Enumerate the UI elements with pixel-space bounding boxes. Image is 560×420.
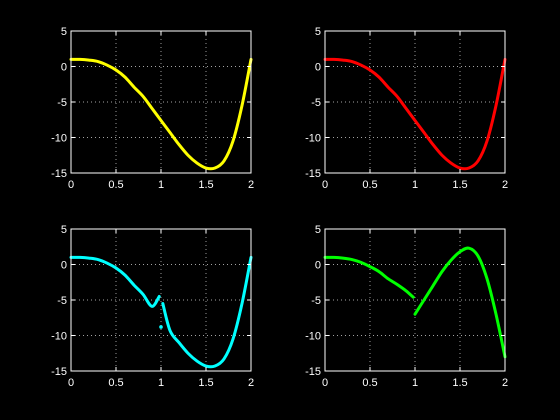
y-tick-label: 5 — [315, 26, 321, 38]
y-tick-label: 0 — [61, 62, 67, 74]
series-line-1 — [69, 57, 253, 171]
x-tick-label: 2 — [248, 377, 254, 389]
series-line-1 — [323, 255, 415, 299]
subplot-4: 0 0.5 1 1.5 2 5 0 -5 -10 -15 — [305, 224, 508, 389]
series-line-2 — [413, 246, 507, 359]
x-tick-label: 0 — [322, 377, 328, 389]
y-tick-label: -5 — [57, 97, 67, 109]
y-tick-label: -15 — [51, 366, 67, 378]
x-tick-label: 0.5 — [108, 179, 123, 191]
x-tick-label: 2 — [248, 179, 254, 191]
x-tick-label: 1.5 — [452, 377, 467, 389]
subplot-2: 0 0.5 1 1.5 2 5 0 -5 -10 -15 — [305, 26, 508, 191]
x-tick-label: 0 — [68, 179, 74, 191]
y-tick-label: -5 — [311, 295, 321, 307]
y-tick-label: 0 — [315, 260, 321, 272]
y-tick-label: -15 — [305, 168, 321, 180]
y-tick-label: 0 — [61, 260, 67, 272]
y-tick-label: 0 — [315, 62, 321, 74]
y-tick-label: -15 — [51, 168, 67, 180]
x-tick-label: 1 — [158, 179, 164, 191]
series-line-3 — [161, 255, 253, 369]
y-tick-label: 5 — [315, 224, 321, 236]
x-tick-label: 1 — [412, 179, 418, 191]
y-tick-label: -5 — [57, 295, 67, 307]
series-line-1 — [323, 57, 507, 171]
x-tick-label: 0 — [68, 377, 74, 389]
subplot-1: 0 0.5 1 1.5 2 5 0 -5 -10 -15 — [51, 26, 254, 191]
x-tick-label: 1.5 — [452, 179, 467, 191]
x-tick-label: 1 — [412, 377, 418, 389]
y-tick-label: -15 — [305, 366, 321, 378]
x-tick-label: 2 — [502, 179, 508, 191]
x-tick-label: 1.5 — [198, 377, 213, 389]
subplot-3: 0 0.5 1 1.5 2 5 0 -5 -10 -15 — [51, 224, 254, 389]
x-tick-label: 0.5 — [108, 377, 123, 389]
x-tick-label: 0.5 — [362, 377, 377, 389]
series-line-1 — [69, 255, 161, 308]
x-tick-label: 1 — [158, 377, 164, 389]
y-tick-label: 5 — [61, 224, 67, 236]
x-tick-label: 2 — [502, 377, 508, 389]
x-tick-label: 1.5 — [198, 179, 213, 191]
series-point — [159, 325, 163, 329]
y-tick-label: -10 — [305, 133, 321, 145]
y-tick-label: -10 — [51, 331, 67, 343]
y-tick-label: 5 — [61, 26, 67, 38]
y-tick-label: -10 — [51, 133, 67, 145]
y-tick-label: -5 — [311, 97, 321, 109]
y-tick-label: -10 — [305, 331, 321, 343]
x-tick-label: 0 — [322, 179, 328, 191]
x-tick-label: 0.5 — [362, 179, 377, 191]
